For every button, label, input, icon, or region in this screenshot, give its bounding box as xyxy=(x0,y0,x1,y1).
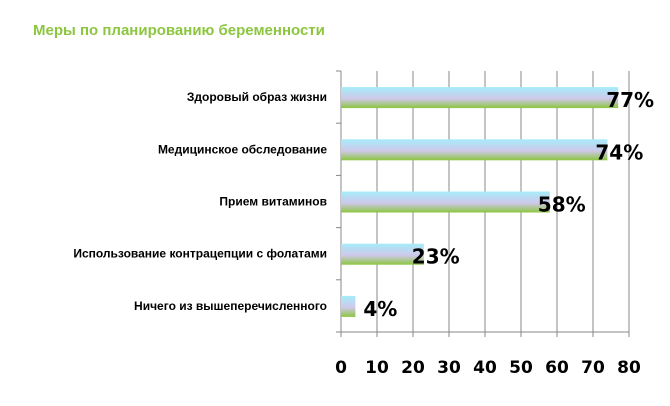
x-tick-label: 30 xyxy=(437,358,461,378)
category-label: Медицинское обследование xyxy=(158,142,327,156)
x-tick-label: 20 xyxy=(401,358,425,378)
bar xyxy=(341,87,619,109)
category-label: Здоровый образ жизни xyxy=(187,90,327,104)
category-label: Прием витаминов xyxy=(219,195,327,209)
chart-title: Меры по планированию беременности xyxy=(33,22,325,39)
x-tick-label: 10 xyxy=(365,358,389,378)
x-tick-label: 60 xyxy=(545,358,569,378)
data-label: 4% xyxy=(363,297,397,321)
data-label: 58% xyxy=(538,193,586,217)
bar xyxy=(341,139,608,161)
bar xyxy=(341,295,356,317)
x-tick-label: 50 xyxy=(509,358,533,378)
bar xyxy=(341,243,424,265)
category-label: Ничего из вышеперечисленного xyxy=(134,299,327,313)
bar xyxy=(341,191,550,213)
data-label: 74% xyxy=(595,140,643,164)
x-tick-label: 0 xyxy=(335,358,347,378)
data-label: 77% xyxy=(606,88,654,112)
category-label: Использование контрацепции с фолатами xyxy=(73,247,327,261)
x-tick-label: 80 xyxy=(617,358,641,378)
data-label: 23% xyxy=(412,245,460,269)
x-tick-label: 70 xyxy=(581,358,605,378)
x-tick-label: 40 xyxy=(473,358,497,378)
